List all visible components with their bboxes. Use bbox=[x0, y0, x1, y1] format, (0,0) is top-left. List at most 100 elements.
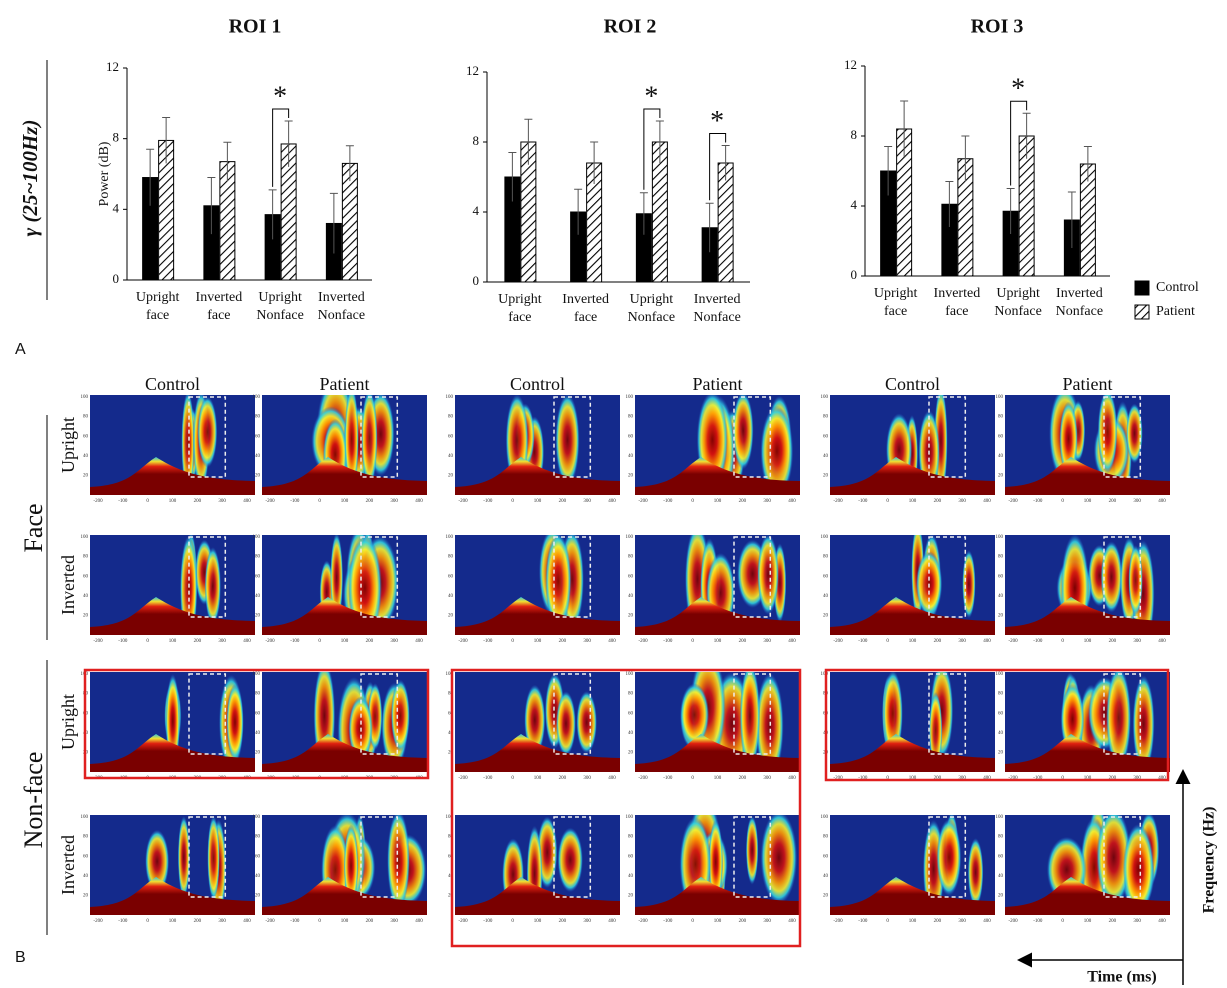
x-tick-label: Inverted Nonface bbox=[693, 292, 740, 325]
column-label: Patient bbox=[1063, 374, 1113, 394]
spectrogram-y-tick: 60 bbox=[823, 434, 829, 439]
spectrogram-x-tick: 300 bbox=[390, 499, 398, 504]
spectrogram-streak bbox=[557, 827, 583, 893]
y-tick-label: 0 bbox=[113, 271, 120, 286]
spectrogram-y-tick: 40 bbox=[628, 594, 634, 599]
spectrogram-y-tick: 60 bbox=[448, 434, 454, 439]
spectrogram-y-tick: 40 bbox=[823, 594, 829, 599]
spectrogram-mound bbox=[830, 597, 995, 635]
spectrogram-x-tick: -100 bbox=[1033, 499, 1043, 504]
spectrogram-y-tick: 20 bbox=[83, 474, 89, 479]
error-bar bbox=[345, 145, 354, 182]
spectrogram-x-tick: 200 bbox=[559, 776, 567, 781]
roi-window bbox=[928, 816, 967, 898]
column-label: Control bbox=[145, 374, 200, 394]
spectrogram-mound bbox=[635, 877, 800, 915]
spectrogram-y-tick: 20 bbox=[823, 894, 829, 899]
error-bar bbox=[508, 152, 517, 202]
spectrogram-streak bbox=[524, 684, 546, 756]
roi-window bbox=[1103, 673, 1142, 755]
spectrogram-streak bbox=[226, 683, 244, 761]
spectrogram-x-tick: 100 bbox=[169, 499, 177, 504]
spectrogram-x-tick: 100 bbox=[1084, 639, 1092, 644]
spectrogram-x-tick: 100 bbox=[909, 776, 917, 781]
roi-window bbox=[360, 816, 399, 898]
spectrogram-x-tick: 200 bbox=[1109, 776, 1117, 781]
roi-window bbox=[928, 536, 967, 618]
spectrogram-mound bbox=[1005, 734, 1170, 772]
spectrogram-x-tick: -100 bbox=[290, 639, 300, 644]
spectrogram-y-tick: 40 bbox=[628, 731, 634, 736]
column-label: Patient bbox=[320, 374, 370, 394]
spectrogram-x-tick: 100 bbox=[534, 776, 542, 781]
spectrogram-y-tick: 80 bbox=[255, 415, 261, 420]
spectrogram-x-tick: 400 bbox=[608, 919, 616, 924]
spectrogram-y-tick: 100 bbox=[253, 395, 261, 400]
spectrogram-x-tick: 200 bbox=[559, 499, 567, 504]
spectrogram-x-tick: 300 bbox=[763, 776, 771, 781]
spectrogram-mound bbox=[635, 734, 800, 772]
spectrogram-y-tick: 60 bbox=[628, 711, 634, 716]
spectrogram-x-tick: 100 bbox=[534, 919, 542, 924]
error-bar bbox=[329, 192, 338, 254]
highlight-box bbox=[450, 668, 802, 948]
spectrogram-y-tick: 100 bbox=[446, 672, 454, 677]
highlight-box bbox=[83, 668, 430, 780]
spectrogram-x-tick: -100 bbox=[118, 639, 128, 644]
spectrogram-streak bbox=[757, 535, 779, 615]
spectrogram-mound bbox=[90, 597, 255, 635]
spectrogram-y-tick: 80 bbox=[998, 415, 1004, 420]
spectrogram-x-tick: -100 bbox=[290, 499, 300, 504]
y-tick-label: 8 bbox=[113, 130, 120, 145]
spectrogram-x-tick: 300 bbox=[218, 499, 226, 504]
spectrogram bbox=[262, 535, 427, 635]
spectrogram-y-tick: 40 bbox=[255, 874, 261, 879]
spectrogram-x-tick: -100 bbox=[483, 639, 493, 644]
spectrogram-x-tick: -200 bbox=[93, 639, 103, 644]
spectrogram-x-tick: -200 bbox=[833, 499, 843, 504]
spectrogram-x-tick: 400 bbox=[788, 919, 796, 924]
spectrogram-y-tick: 80 bbox=[998, 692, 1004, 697]
x-tick-label: Upright face bbox=[498, 292, 542, 325]
spectrogram-y-tick: 60 bbox=[448, 574, 454, 579]
y-tick-label: 8 bbox=[473, 133, 480, 148]
spectrogram-x-tick: 300 bbox=[763, 499, 771, 504]
error-bar bbox=[524, 118, 533, 165]
spectrogram-streak bbox=[347, 535, 382, 635]
spectrogram-x-tick: 200 bbox=[1109, 919, 1117, 924]
spectrogram-mound bbox=[90, 877, 255, 915]
spectrogram-x-tick: 200 bbox=[194, 499, 202, 504]
y-axis-label: Frequency (Hz) bbox=[1201, 807, 1218, 914]
spectrogram-y-tick: 20 bbox=[255, 474, 261, 479]
spectrogram-x-tick: 400 bbox=[1158, 776, 1166, 781]
spectrogram-x-tick: 300 bbox=[390, 639, 398, 644]
roi-window bbox=[188, 816, 227, 898]
y-tick-label: 0 bbox=[851, 267, 858, 282]
spectrogram-x-tick: 100 bbox=[534, 639, 542, 644]
x-tick-label: Upright face bbox=[136, 290, 180, 323]
spectrogram bbox=[1005, 815, 1170, 915]
spectrogram-y-tick: 60 bbox=[628, 434, 634, 439]
spectrogram-y-tick: 40 bbox=[255, 454, 261, 459]
spectrogram-y-tick: 20 bbox=[823, 614, 829, 619]
spectrogram-streak bbox=[556, 691, 576, 756]
spectrogram-x-tick: -100 bbox=[663, 499, 673, 504]
error-bar bbox=[268, 189, 277, 240]
spectrogram-y-tick: 40 bbox=[823, 874, 829, 879]
spectrogram-x-tick: 300 bbox=[958, 919, 966, 924]
spectrogram-streak bbox=[760, 815, 798, 905]
spectrogram-streak bbox=[361, 395, 378, 488]
spectrogram-streak bbox=[207, 815, 220, 901]
spectrogram-y-tick: 60 bbox=[83, 854, 89, 859]
spectrogram-streak bbox=[1100, 541, 1123, 613]
roi-window bbox=[360, 536, 399, 618]
spectrogram-mound bbox=[830, 877, 995, 915]
y-tick-label: 4 bbox=[113, 200, 120, 215]
spectrogram-x-tick: -200 bbox=[638, 639, 648, 644]
spectrogram-x-tick: 400 bbox=[1158, 499, 1166, 504]
spectrogram-x-tick: -200 bbox=[1008, 639, 1018, 644]
x-tick-label: Inverted face bbox=[196, 290, 243, 323]
spectrogram-mound bbox=[90, 734, 255, 772]
spectrogram-y-tick: 60 bbox=[998, 711, 1004, 716]
spectrogram-streak bbox=[390, 679, 410, 752]
